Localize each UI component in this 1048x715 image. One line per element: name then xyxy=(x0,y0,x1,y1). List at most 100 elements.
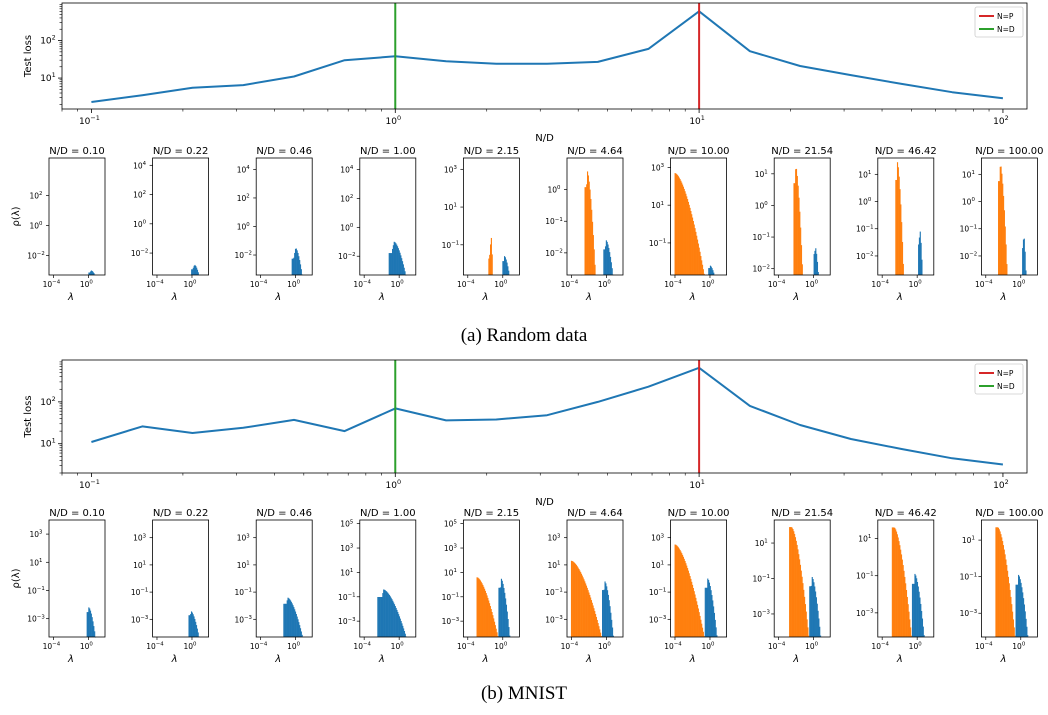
blue-bar xyxy=(1025,270,1027,275)
blue-bar xyxy=(396,244,398,275)
x-tick-label: 100 xyxy=(385,114,401,127)
y-tick-label: 101 xyxy=(651,201,664,210)
blue-bar xyxy=(89,608,91,637)
orange-bar xyxy=(794,183,796,275)
x-axis-label: λ xyxy=(585,292,592,303)
x-tick-label: 100 xyxy=(391,642,405,651)
blue-bar xyxy=(394,606,396,637)
blue-bar xyxy=(382,593,384,637)
blue-bar xyxy=(1022,248,1024,275)
orange-bar xyxy=(807,627,809,637)
subplot-frame xyxy=(152,519,210,638)
blue-bar xyxy=(607,244,609,275)
orange-bar xyxy=(702,269,704,275)
test-loss-line xyxy=(91,10,1004,103)
blue-bar xyxy=(923,635,925,637)
blue-bar xyxy=(706,587,708,637)
orange-bar xyxy=(677,546,679,637)
y-tick-label: 10−2 xyxy=(234,251,252,260)
blue-bar xyxy=(504,592,506,637)
blue-bar xyxy=(299,628,302,637)
orange-bar xyxy=(892,527,894,637)
orange-bar xyxy=(489,606,491,637)
orange-bar xyxy=(682,186,684,275)
blue-bar xyxy=(1025,618,1027,637)
y-tick-label: 101 xyxy=(237,561,250,570)
orange-bar xyxy=(801,264,803,275)
histogram-subplot: N/D = 2.15 10−4 100 10−1 101 103 λ xyxy=(442,146,520,303)
subplot-frame xyxy=(877,157,935,276)
blue-bar xyxy=(88,272,90,275)
blue-bar xyxy=(189,615,191,637)
blue-bar xyxy=(400,620,402,637)
x-tick-label: 10−4 xyxy=(353,280,371,289)
blue-bar xyxy=(390,597,392,637)
histogram-subplot: N/D = 1.00 10−4 100 10−2 100 102 104 λ xyxy=(338,146,417,303)
orange-bar xyxy=(597,623,599,637)
x-tick-label: 102 xyxy=(993,478,1009,491)
orange-bar xyxy=(1002,545,1005,637)
y-tick-label: 10−1 xyxy=(545,217,563,226)
x-axis-label: λ xyxy=(999,292,1006,303)
x-tick-label: 10−4 xyxy=(871,280,889,289)
blue-bar xyxy=(1022,592,1024,637)
orange-bar xyxy=(996,527,998,637)
orange-bar xyxy=(488,258,490,275)
x-axis-label: λ xyxy=(481,292,488,303)
orange-bar xyxy=(485,593,487,637)
histogram-subplot: N/D = 21.54 10−4 100 10−2 10−1 100 101 λ xyxy=(752,146,833,303)
x-tick-label: 100 xyxy=(1012,280,1026,289)
y-tick-label: 104 xyxy=(340,165,354,174)
blue-bar xyxy=(1026,626,1028,637)
x-tick-label: 10−4 xyxy=(250,642,268,651)
orange-bar xyxy=(899,545,901,637)
blue-bar xyxy=(389,596,391,637)
orange-bar xyxy=(904,576,906,637)
legend-label: N=P xyxy=(997,369,1014,378)
subplot-title: N/D = 4.64 xyxy=(567,508,623,519)
orange-bar xyxy=(693,224,695,275)
orange-bar xyxy=(692,587,694,637)
orange-bar xyxy=(795,540,797,637)
orange-bar xyxy=(691,214,693,275)
orange-bar xyxy=(492,615,494,637)
orange-bar xyxy=(799,564,802,637)
blue-bar xyxy=(812,579,814,637)
y-tick-label: 103 xyxy=(133,533,146,542)
blue-bar xyxy=(294,248,297,275)
blue-bar xyxy=(190,613,192,637)
x-tick-label: 100 xyxy=(287,642,301,651)
orange-bar xyxy=(600,632,602,637)
blue-bar xyxy=(711,268,713,275)
blue-bar xyxy=(298,622,300,637)
x-tick-label: 100 xyxy=(183,642,197,651)
blue-bar xyxy=(498,587,500,637)
blue-bar xyxy=(383,589,386,637)
subplot-title: N/D = 10.00 xyxy=(668,146,730,157)
y-tick-label: 101 xyxy=(340,568,353,577)
subplot-title: N/D = 46.42 xyxy=(875,508,937,519)
blue-bar xyxy=(1023,238,1025,275)
x-tick-label: 102 xyxy=(993,114,1009,127)
blue-bar xyxy=(403,628,405,637)
blue-bar xyxy=(914,573,916,637)
y-tick-label: 10−1 xyxy=(649,588,667,597)
y-tick-label: 104 xyxy=(133,161,147,170)
x-axis-label: N/D xyxy=(535,133,554,144)
orange-bar xyxy=(808,635,810,637)
x-tick-label: 100 xyxy=(494,642,508,651)
plot-frame xyxy=(61,2,1028,110)
blue-bar xyxy=(507,619,509,637)
blue-bar xyxy=(197,632,199,637)
orange-bar xyxy=(898,541,900,637)
subplot-title: N/D = 0.22 xyxy=(153,146,209,157)
orange-bar xyxy=(593,249,595,275)
x-axis-label: λ xyxy=(999,654,1006,665)
orange-bar xyxy=(479,580,481,637)
x-tick-label: 100 xyxy=(287,280,301,289)
blue-bar xyxy=(918,237,921,275)
orange-bar xyxy=(496,632,498,637)
y-tick-label: 10−2 xyxy=(856,252,874,261)
subplot-title: N/D = 21.54 xyxy=(771,508,833,519)
blue-bar xyxy=(810,585,812,637)
